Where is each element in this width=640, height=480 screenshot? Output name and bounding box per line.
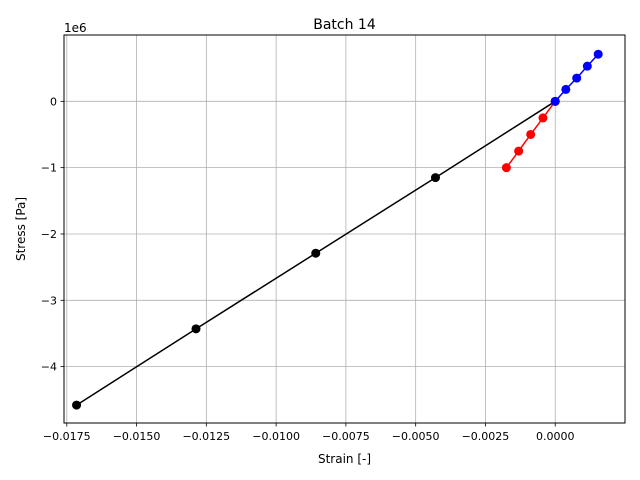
data-point xyxy=(311,248,321,258)
grid-lines xyxy=(64,35,625,423)
plot-frame xyxy=(63,34,626,424)
data-point xyxy=(582,61,592,71)
data-point xyxy=(526,129,536,139)
x-tick-label: −0.0150 xyxy=(113,430,161,443)
x-axis-ticks: −0.0175 −0.0150 −0.0125 −0.0100 −0.0075 −0.00… xyxy=(43,423,575,443)
x-tick-label: −0.0075 xyxy=(322,430,370,443)
data-point xyxy=(72,400,82,410)
data-point xyxy=(550,96,560,106)
x-tick-label: −0.0100 xyxy=(252,430,300,443)
x-tick-label: −0.0050 xyxy=(392,430,440,443)
x-tick-label: 0.0000 xyxy=(536,430,575,443)
y-tick-label: −3 xyxy=(41,294,57,307)
y-axis-offset-text: 1e6 xyxy=(64,21,87,35)
data-point xyxy=(561,84,571,94)
x-tick-label: −0.0175 xyxy=(43,430,91,443)
x-axis-label: Strain [-] xyxy=(318,452,371,466)
data-point xyxy=(572,73,582,83)
y-tick-label: 0 xyxy=(50,95,57,108)
y-tick-label: −4 xyxy=(41,361,57,374)
chart-title: Batch 14 xyxy=(313,17,376,33)
y-axis-label: Stress [Pa] xyxy=(14,197,28,261)
data-point xyxy=(191,324,201,334)
x-tick-label: −0.0125 xyxy=(182,430,230,443)
series-layer xyxy=(72,49,603,410)
data-point xyxy=(430,173,440,183)
data-point xyxy=(538,113,548,123)
data-point xyxy=(593,49,603,59)
y-tick-label: −2 xyxy=(41,228,57,241)
y-axis-ticks: 0 −1 −2 −3 −4 xyxy=(41,95,64,374)
data-point xyxy=(501,163,511,173)
series-group xyxy=(550,49,603,106)
data-point xyxy=(514,146,524,156)
y-tick-label: −1 xyxy=(41,162,57,175)
x-tick-label: −0.0025 xyxy=(462,430,510,443)
